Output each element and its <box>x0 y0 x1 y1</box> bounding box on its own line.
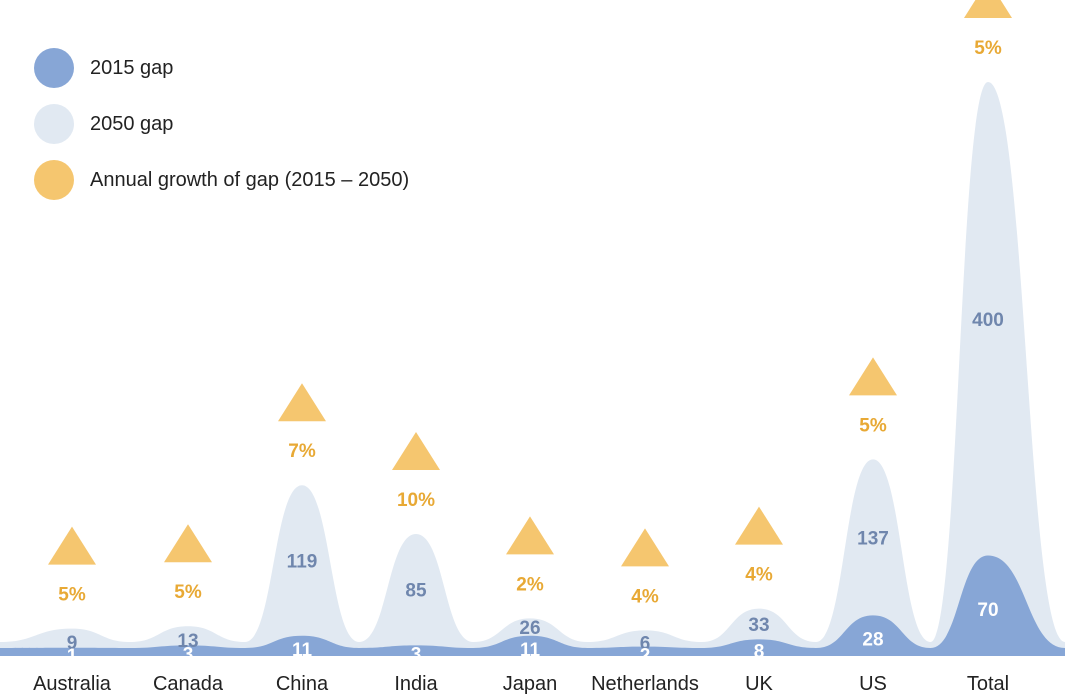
value-2050-china: 119 <box>287 552 318 573</box>
growth-triangle-us <box>849 357 897 396</box>
value-2015-china: 11 <box>292 640 313 661</box>
category-label-china: China <box>276 673 329 694</box>
growth-label-australia: 5% <box>58 585 86 606</box>
legend-label-annual-growth: Annual growth of gap (2015 – 2050) <box>90 168 410 191</box>
value-2015-netherlands: 2 <box>640 645 651 666</box>
growth-triangle-uk <box>735 506 783 545</box>
series-2050-gap-area <box>0 82 1065 656</box>
growth-label-us: 5% <box>859 415 887 436</box>
series-2015-gap-area <box>0 555 1065 656</box>
legend-swatch-2015-gap <box>34 48 74 88</box>
legend-label-2015-gap: 2015 gap <box>90 56 174 79</box>
growth-label-canada: 5% <box>174 582 202 603</box>
growth-triangle-japan <box>506 516 554 555</box>
growth-label-uk: 4% <box>745 565 773 586</box>
category-label-netherlands: Netherlands <box>591 673 699 694</box>
value-2015-us: 28 <box>862 630 883 651</box>
growth-label-netherlands: 4% <box>631 586 659 607</box>
growth-triangle-canada <box>164 524 212 563</box>
value-2050-australia: 9 <box>67 633 78 654</box>
growth-label-india: 10% <box>397 490 435 511</box>
growth-triangle-india <box>392 432 440 471</box>
legend-swatch-2050-gap <box>34 104 74 144</box>
value-2015-australia: 1 <box>67 646 78 667</box>
value-2050-uk: 33 <box>748 615 769 636</box>
category-label-japan: Japan <box>503 673 558 694</box>
growth-triangle-netherlands <box>621 528 669 567</box>
value-2050-japan: 26 <box>519 618 540 639</box>
legend-item-2050-gap: 2050 gap <box>34 96 409 152</box>
category-label-total: Total <box>967 673 1009 694</box>
growth-label-total: 5% <box>974 38 1002 59</box>
value-2050-canada: 13 <box>177 631 198 652</box>
legend-label-2050-gap: 2050 gap <box>90 112 174 135</box>
legend: 2015 gap 2050 gap Annual growth of gap (… <box>34 40 409 208</box>
category-label-uk: UK <box>745 673 773 694</box>
legend-item-2015-gap: 2015 gap <box>34 40 409 96</box>
value-2015-india: 3 <box>411 645 422 666</box>
growth-label-japan: 2% <box>516 574 544 595</box>
value-2015-total: 70 <box>977 600 998 621</box>
growth-triangle-australia <box>48 526 96 565</box>
value-2050-india: 85 <box>405 581 427 602</box>
category-label-india: India <box>394 673 438 694</box>
legend-item-annual-growth: Annual growth of gap (2015 – 2050) <box>34 152 409 208</box>
category-label-australia: Australia <box>33 673 112 694</box>
value-2015-uk: 8 <box>754 642 765 663</box>
value-2015-canada: 3 <box>183 645 194 666</box>
value-2050-total: 400 <box>972 310 1004 331</box>
category-label-us: US <box>859 673 887 694</box>
legend-swatch-annual-growth <box>34 160 74 200</box>
value-2050-us: 137 <box>857 528 889 549</box>
value-2050-netherlands: 6 <box>640 634 651 655</box>
growth-label-china: 7% <box>288 441 316 462</box>
value-2015-japan: 11 <box>520 640 541 661</box>
category-label-canada: Canada <box>153 673 224 694</box>
growth-triangle-china <box>278 383 326 422</box>
growth-triangle-total <box>964 0 1012 18</box>
